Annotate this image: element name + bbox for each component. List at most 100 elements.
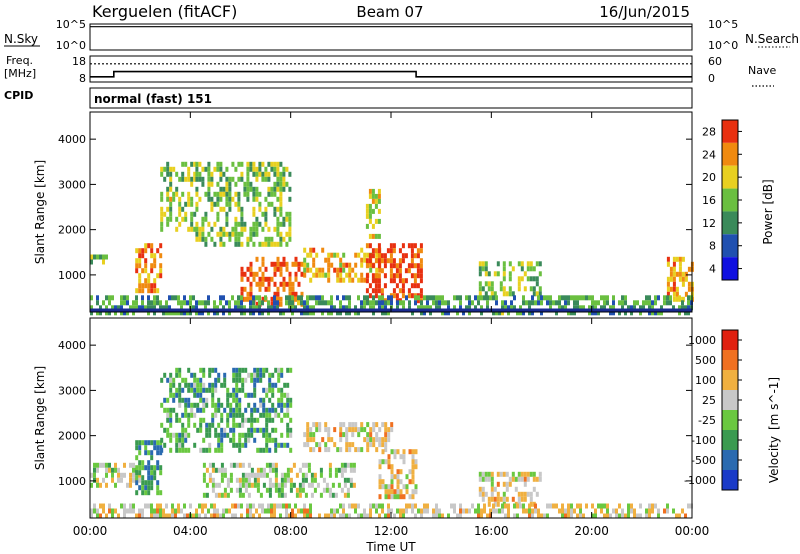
heatmap-cell [123,295,126,301]
heatmap-cell [648,503,651,509]
heatmap-cell [175,442,179,448]
heatmap-cell [172,196,176,202]
heatmap-cell [402,454,406,460]
heatmap-cell [289,477,293,483]
heatmap-cell [175,171,179,177]
heatmap-cell [186,300,189,306]
heatmap-cell [678,295,681,301]
heatmap-cell [345,295,348,301]
heatmap-cell [672,305,675,311]
heatmap-cell [327,262,331,268]
heatmap-cell [564,305,567,311]
heatmap-cell [309,247,313,253]
heatmap-cell [222,226,226,232]
heatmap-cell [190,412,194,418]
heatmap-cell [633,508,636,514]
heatmap-cell [304,472,308,478]
heatmap-cell [229,437,233,443]
heatmap-cell [274,382,278,388]
heatmap-cell [273,295,276,301]
heatmap-cell [178,221,182,227]
heatmap-cell [249,300,252,306]
heatmap-cell [199,392,203,398]
heatmap-cell [330,310,333,316]
heatmap-cell [108,467,111,473]
heatmap-cell [222,513,225,519]
heatmap-cell [249,310,252,316]
heatmap-cell [141,288,145,294]
heatmap-cell [268,397,272,403]
heatmap-cell [190,372,194,378]
heatmap-cell [669,276,673,282]
heatmap-cell [195,236,199,242]
heatmap-cell [273,305,276,311]
heatmap-cell [654,295,657,301]
heatmap-cell [150,288,154,294]
heatmap-cell [549,305,552,311]
heatmap-cell [228,206,232,212]
heatmap-cell [603,295,606,301]
heatmap-cell [205,387,209,393]
heatmap-cell [243,226,247,232]
velocity-colorbar-label: Velocity[m s^-1] [767,377,781,483]
heatmap-cell [375,432,379,438]
heatmap-cell [672,296,676,302]
heatmap-cell [264,166,268,172]
heatmap-cell [531,300,534,306]
heatmap-cell [381,295,384,301]
heatmap-cell [309,508,312,514]
heatmap-cell [507,513,510,519]
heatmap-cell [630,503,633,509]
heatmap-cell [264,216,268,222]
heatmap-cell [399,469,403,475]
heatmap-cell [183,513,186,519]
heatmap-cell [387,454,391,460]
heatmap-cell [387,295,390,301]
heatmap-cell [129,503,132,509]
heatmap-cell [267,503,270,509]
heatmap-cell [327,252,331,258]
heatmap-cell [132,305,135,311]
heatmap-cell [105,462,108,468]
velocity-heatmap-cells [90,367,693,519]
x-tick-label: 16:00 [474,524,509,538]
heatmap-cell [417,508,420,514]
heatmap-cell [247,417,251,423]
heatmap-cell [262,412,266,418]
heatmap-cell [135,258,139,264]
heatmap-cell [226,417,230,423]
heatmap-cell [184,447,188,453]
heatmap-cell [238,422,242,428]
heatmap-cell [372,503,375,509]
heatmap-cell [105,467,108,473]
heatmap-cell [270,186,274,192]
heatmap-cell [561,305,564,311]
heatmap-cell [286,442,290,448]
power-colorbar-label: Power [dB] [761,179,775,244]
heatmap-cell [502,491,506,497]
heatmap-cell [216,161,220,167]
heatmap-cell [178,402,182,408]
heatmap-cell [229,412,233,418]
heatmap-cell [523,286,527,292]
heatmap-cell [407,288,411,294]
heatmap-cell [490,496,494,502]
heatmap-cell [150,503,153,509]
heatmap-cell [220,447,224,453]
heatmap-cell [253,427,257,433]
heatmap-cell [150,480,154,486]
heatmap-cell [368,233,372,239]
heatmap-cell [138,253,142,259]
heatmap-cell [495,310,498,316]
heatmap-cell [202,417,206,423]
heatmap-cell [529,276,533,282]
heatmap-cell [171,503,174,509]
heatmap-cell [478,291,482,297]
heatmap-cell [377,188,381,194]
heatmap-cell [261,256,265,262]
heatmap-cell [228,231,232,237]
heatmap-cell [231,295,234,301]
heatmap-cell [207,186,211,192]
heatmap-cell [304,462,308,468]
heatmap-cell [453,305,456,311]
